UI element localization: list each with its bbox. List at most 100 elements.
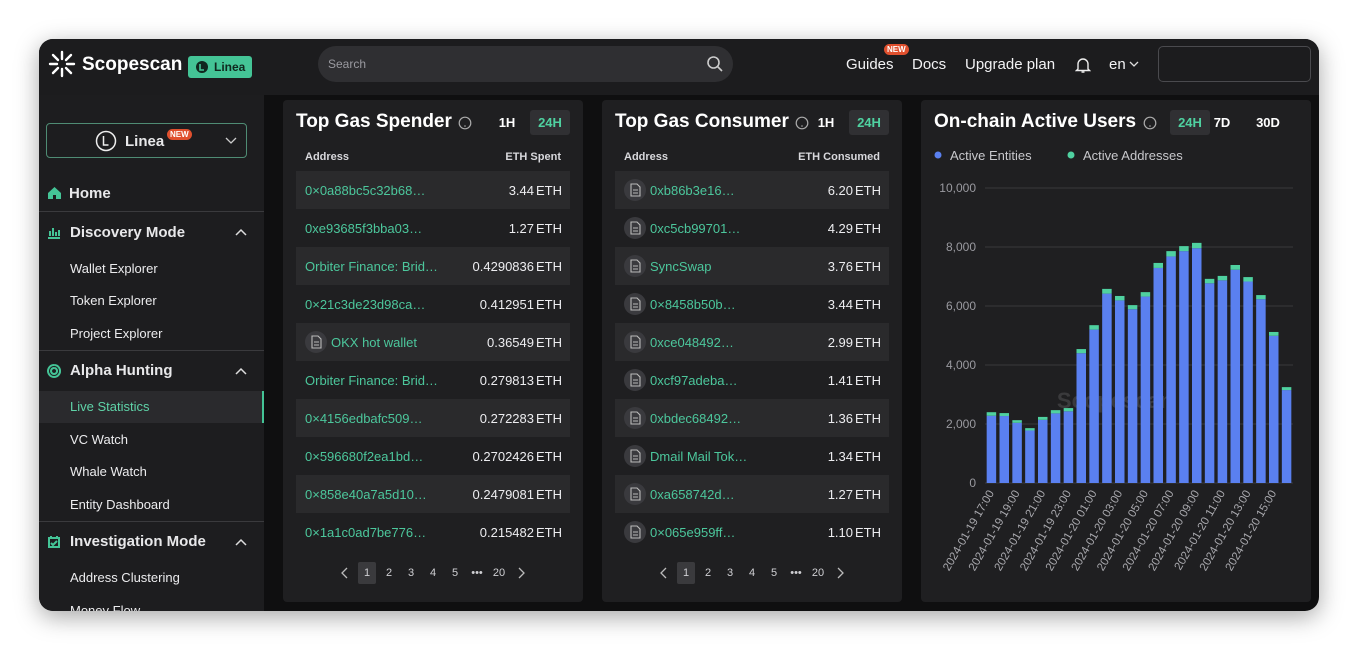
page-number[interactable]: 4 [748,567,756,579]
page-number[interactable]: 20 [492,567,506,579]
address-link[interactable]: 0xa658742d… [650,487,735,502]
nav-item[interactable]: Project Explorer [70,325,163,341]
column-header: Address [305,151,350,163]
section-header[interactable]: Discovery Mode [39,212,264,252]
range-button[interactable]: 30D [1256,115,1280,130]
nav-link[interactable]: Docs [912,56,947,73]
range-button[interactable]: 1H [817,115,835,130]
bar [1179,251,1189,483]
address-link[interactable]: 0×1a1c0ad7be776… [305,525,427,540]
bar [1127,309,1138,483]
icon-shape [48,228,60,239]
bar [1256,295,1266,300]
nav-item[interactable]: VC Watch [70,431,129,447]
address-link[interactable]: SyncSwap [650,259,712,274]
row-icon [624,369,646,391]
account-button[interactable] [1158,46,1311,82]
nav-item[interactable]: Entity Dashboard [70,496,170,512]
address-link[interactable]: Dmail Mail Tok… [650,449,748,464]
nav-item[interactable]: Address Clustering [70,570,180,586]
search-box[interactable]: Search [318,46,733,82]
address-link[interactable]: Orbiter Finance: Brid… [305,259,438,274]
page-number[interactable]: 20 [811,567,825,579]
range-button[interactable]: 1H [498,115,516,130]
range-button[interactable]: 24H [1170,110,1210,135]
brand[interactable]: Scopescan [82,54,183,75]
nav-link[interactable]: Guides [846,56,894,73]
unit: ETH [536,297,562,312]
unit: ETH [855,411,881,426]
section-header[interactable]: Investigation Mode [39,522,264,562]
arrow-line [660,567,667,579]
doc-icon [630,449,641,463]
nav-item[interactable]: Wallet Explorer [70,260,158,276]
nav-item[interactable]: Token Explorer [70,293,157,309]
page-number[interactable]: 3 [726,567,734,579]
address-link[interactable]: 0×4156edbafc509… [305,411,423,426]
search-icon[interactable] [706,55,724,73]
chevron-line [235,367,247,375]
eth-amount: 1.36 ETH [827,411,881,426]
nav-sections: Discovery Mode Wallet Explorer Token Explo… [39,211,264,611]
nav-item[interactable]: Money Flow [70,602,141,611]
page-number[interactable]: 2 [704,567,712,579]
address-link[interactable]: Orbiter Finance: Brid… [305,373,438,388]
range-button[interactable]: 7D [1213,115,1231,130]
address-link[interactable]: 0xc5cb99701… [650,221,741,236]
bar [1281,387,1292,391]
bar [986,412,997,416]
page-number[interactable]: 1 [358,562,376,584]
page-number[interactable]: 4 [429,567,437,579]
nav-item[interactable]: Whale Watch [70,464,147,480]
y-tick-label: 4,000 [946,358,976,372]
home-icon [48,187,61,199]
address-link[interactable]: 0xce048492… [650,335,734,350]
address-link[interactable]: 0xbdec68492… [650,411,742,426]
range-button[interactable]: 24H [849,110,889,135]
bar [1153,267,1163,483]
row-icon [624,255,646,277]
range-button[interactable]: 24H [530,110,570,135]
page-number[interactable]: 3 [407,567,415,579]
address-link[interactable]: 0×065e959ff… [650,525,736,540]
address-link[interactable]: 0×8458b50b… [650,297,736,312]
nav-home[interactable]: Home [39,175,264,211]
bar [1243,277,1253,282]
eth-amount: 0.2702426 ETH [472,449,562,464]
page-number[interactable]: 5 [451,567,459,579]
row-icon [624,407,646,429]
address-link[interactable]: 0xe93685f3bba03… [305,221,423,236]
chain-selector[interactable]: Linea NEW [46,123,247,158]
nav-link[interactable]: Upgrade plan [965,56,1056,73]
bell-icon[interactable] [1075,56,1091,74]
section-icon [48,535,60,548]
bar [1025,430,1035,483]
bar [1204,278,1215,284]
page-number[interactable]: 5 [770,567,778,579]
section-header[interactable]: Alpha Hunting [39,351,264,391]
doc-icon [630,411,641,425]
address-link[interactable]: 0×596680f2ea1bd… [305,449,424,464]
nav-item[interactable]: Live Statistics [39,390,264,423]
page-number[interactable]: 2 [385,567,393,579]
eth-amount: 0.272283 ETH [479,411,562,426]
page-number[interactable]: 1 [677,562,695,584]
bar [999,413,1009,417]
address-link[interactable]: 0×0a88bc5c32b68… [305,183,426,198]
address-link[interactable]: 0xcf97adeba… [650,373,738,388]
address-link[interactable]: OKX hot wallet [331,335,417,350]
row-icon [624,331,646,353]
eth-amount: 4.29 ETH [827,221,881,236]
page-number[interactable]: ••• [471,567,483,579]
address-link[interactable]: 0×21c3de23d98ca… [305,297,426,312]
y-tick-label: 6,000 [946,299,976,313]
bar [1140,296,1151,483]
table-row: 0×8458b50b… 3.44 ETH [615,285,889,323]
address-link[interactable]: 0×858e40a7a5d10… [305,487,427,502]
table-row: SyncSwap 3.76 ETH [615,247,889,285]
language[interactable]: en [1109,56,1126,73]
page-number[interactable]: ••• [790,567,802,579]
chevron-line [235,228,247,236]
bar [1050,413,1061,483]
address-link[interactable]: 0xb86b3e16… [650,183,735,198]
